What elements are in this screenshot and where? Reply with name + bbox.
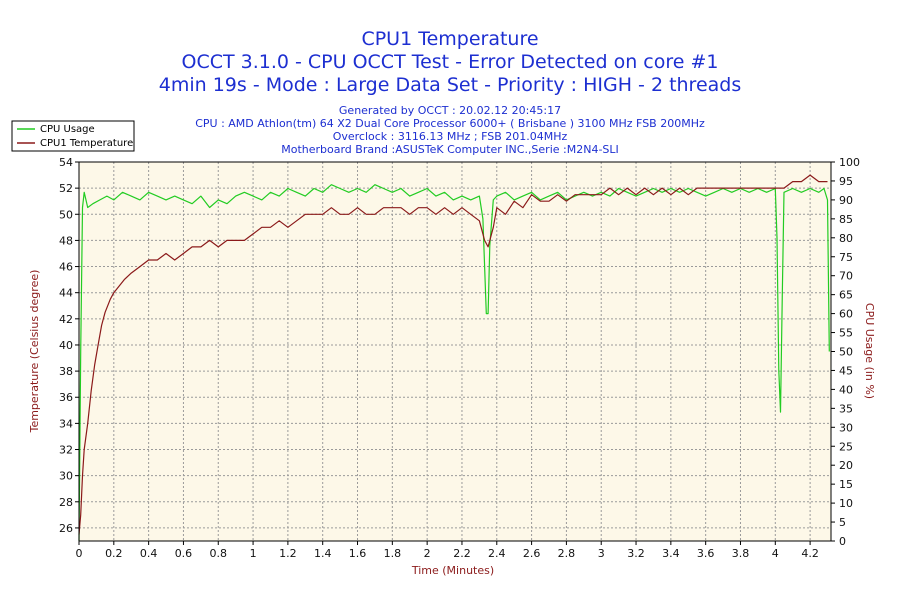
y-tick-label: 54 <box>59 156 73 169</box>
y2-tick-label: 40 <box>839 383 853 396</box>
y-tick-label: 48 <box>59 234 73 247</box>
y2-tick-label: 85 <box>839 213 853 226</box>
x-tick-label: 2.4 <box>488 547 506 560</box>
x-axis-ticks: 0 0.2 0.4 0.6 0.8 1 1.2 1.4 1.6 1.8 2 2.2 2.4 2.6 2.8 3… <box>76 541 819 560</box>
x-tick-label: 0.2 <box>105 547 123 560</box>
y-tick-label: 34 <box>59 417 73 430</box>
y2-tick-label: 60 <box>839 308 853 321</box>
y-tick-label: 38 <box>59 365 73 378</box>
x-axis-label: Time (Minutes) <box>411 564 494 577</box>
x-tick-label: 2.2 <box>453 547 471 560</box>
x-tick-label: 0 <box>76 547 83 560</box>
y2-tick-label: 20 <box>839 459 853 472</box>
y-tick-label: 32 <box>59 444 73 457</box>
y-tick-label: 52 <box>59 182 73 195</box>
x-tick-label: 3.8 <box>732 547 750 560</box>
y2-tick-label: 0 <box>839 535 846 548</box>
x-tick-label: 1.6 <box>349 547 367 560</box>
x-tick-label: 3.6 <box>697 547 715 560</box>
y2-axis-label: CPU Usage (in %) <box>863 303 876 399</box>
legend-label-temperature: CPU1 Temperature <box>40 138 133 149</box>
y-tick-label: 36 <box>59 391 73 404</box>
series-line-cpu1-temperature <box>78 174 828 535</box>
y-tick-label: 42 <box>59 313 73 326</box>
x-tick-label: 3.2 <box>627 547 645 560</box>
y2-tick-label: 15 <box>839 478 853 491</box>
y2-tick-label: 5 <box>839 516 846 529</box>
y-tick-label: 40 <box>59 339 73 352</box>
y2-tick-label: 70 <box>839 270 853 283</box>
y2-tick-label: 25 <box>839 440 853 453</box>
y2-tick-label: 80 <box>839 232 853 245</box>
y2-tick-label: 10 <box>839 497 853 510</box>
x-tick-label: 1.2 <box>279 547 297 560</box>
legend: CPU Usage CPU1 Temperature <box>11 120 135 152</box>
series-layer <box>78 174 830 542</box>
x-tick-label: 1.4 <box>314 547 332 560</box>
y2-tick-label: 65 <box>839 289 853 302</box>
y-tick-label: 44 <box>59 287 73 300</box>
info-generated: Generated by OCCT : 20.02.12 20:45:17 <box>339 104 561 117</box>
y2-tick-label: 50 <box>839 346 853 359</box>
x-tick-label: 2.8 <box>558 547 576 560</box>
x-tick-label: 2.6 <box>523 547 541 560</box>
chart-subtitle-1: OCCT 3.1.0 - CPU OCCT Test - Error Detec… <box>182 51 719 73</box>
y2-tick-label: 90 <box>839 194 853 207</box>
y-tick-label: 28 <box>59 496 73 509</box>
x-tick-label: 2 <box>424 547 431 560</box>
x-tick-label: 4.2 <box>801 547 819 560</box>
x-tick-label: 1.8 <box>384 547 402 560</box>
info-motherboard: Motherboard Brand :ASUSTeK Computer INC.… <box>281 143 619 156</box>
y2-tick-label: 75 <box>839 251 853 264</box>
y-axis-label: Temperature (Celsius degree) <box>28 270 41 434</box>
y2-tick-label: 100 <box>839 156 860 169</box>
x-tick-label: 4 <box>772 547 779 560</box>
plot-area <box>79 162 831 541</box>
x-tick-label: 1 <box>250 547 257 560</box>
chart-subtitle-2: 4min 19s - Mode : Large Data Set - Prior… <box>159 74 742 96</box>
y-tick-label: 46 <box>59 261 73 274</box>
y-tick-label: 30 <box>59 470 73 483</box>
info-overclock: Overclock : 3116.13 MHz ; FSB 201.04MHz <box>333 130 568 143</box>
x-tick-label: 0.8 <box>210 547 228 560</box>
y2-tick-label: 30 <box>839 421 853 434</box>
x-tick-label: 0.6 <box>175 547 193 560</box>
y2-tick-label: 95 <box>839 175 853 188</box>
y-tick-label: 50 <box>59 208 73 221</box>
y2-tick-label: 35 <box>839 402 853 415</box>
legend-label-usage: CPU Usage <box>40 124 95 135</box>
series-line-cpu-usage <box>78 184 830 542</box>
y2-axis-ticks: 0 5 10 15 20 25 30 35 40 45 50 55 60 65 70 75 80 85 90 95 10… <box>831 156 860 548</box>
y-tick-label: 26 <box>59 522 73 535</box>
y2-tick-label: 55 <box>839 327 853 340</box>
y2-tick-label: 45 <box>839 364 853 377</box>
chart-title: CPU1 Temperature <box>361 28 538 50</box>
y-axis-ticks: 26 28 30 32 34 36 38 40 42 44 46 48 50 52 54 <box>59 156 79 535</box>
x-tick-label: 3 <box>598 547 605 560</box>
legend-box <box>11 120 135 152</box>
x-tick-label: 0.4 <box>140 547 158 560</box>
x-tick-label: 3.4 <box>662 547 680 560</box>
info-cpu: CPU : AMD Athlon(tm) 64 X2 Dual Core Pro… <box>195 117 705 130</box>
